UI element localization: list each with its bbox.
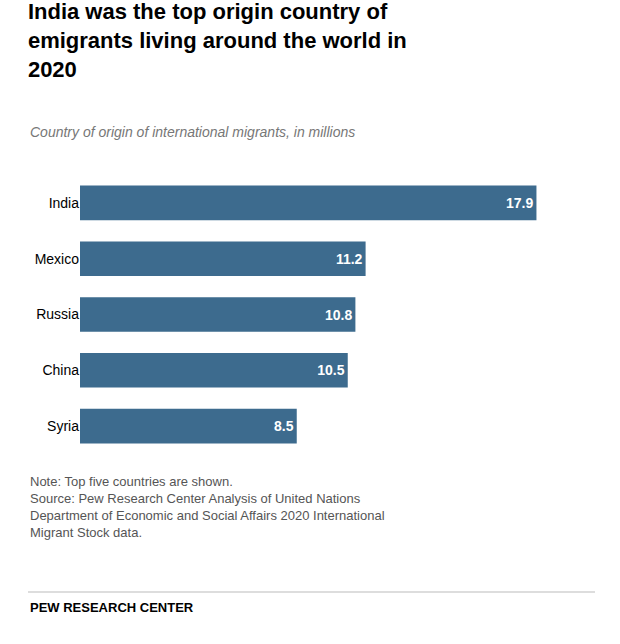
svg-text:11.2: 11.2 bbox=[336, 251, 363, 267]
svg-text:10.5: 10.5 bbox=[317, 362, 344, 378]
svg-text:17.9: 17.9 bbox=[506, 195, 533, 211]
svg-text:10.8: 10.8 bbox=[325, 307, 352, 323]
svg-text:India was the top origin count: India was the top origin country ofemigr… bbox=[28, 0, 407, 82]
svg-text:8.5: 8.5 bbox=[274, 418, 294, 434]
svg-text:China: China bbox=[42, 362, 79, 378]
svg-text:PEW RESEARCH CENTER: PEW RESEARCH CENTER bbox=[30, 600, 194, 615]
svg-text:Russia: Russia bbox=[36, 306, 79, 322]
svg-text:Syria: Syria bbox=[47, 418, 79, 434]
svg-text:Country of origin of internati: Country of origin of international migra… bbox=[30, 124, 355, 140]
svg-text:Note: Top five countries are s: Note: Top five countries are shown.Sourc… bbox=[30, 474, 385, 540]
svg-text:Mexico: Mexico bbox=[35, 251, 80, 267]
svg-text:India: India bbox=[49, 195, 80, 211]
